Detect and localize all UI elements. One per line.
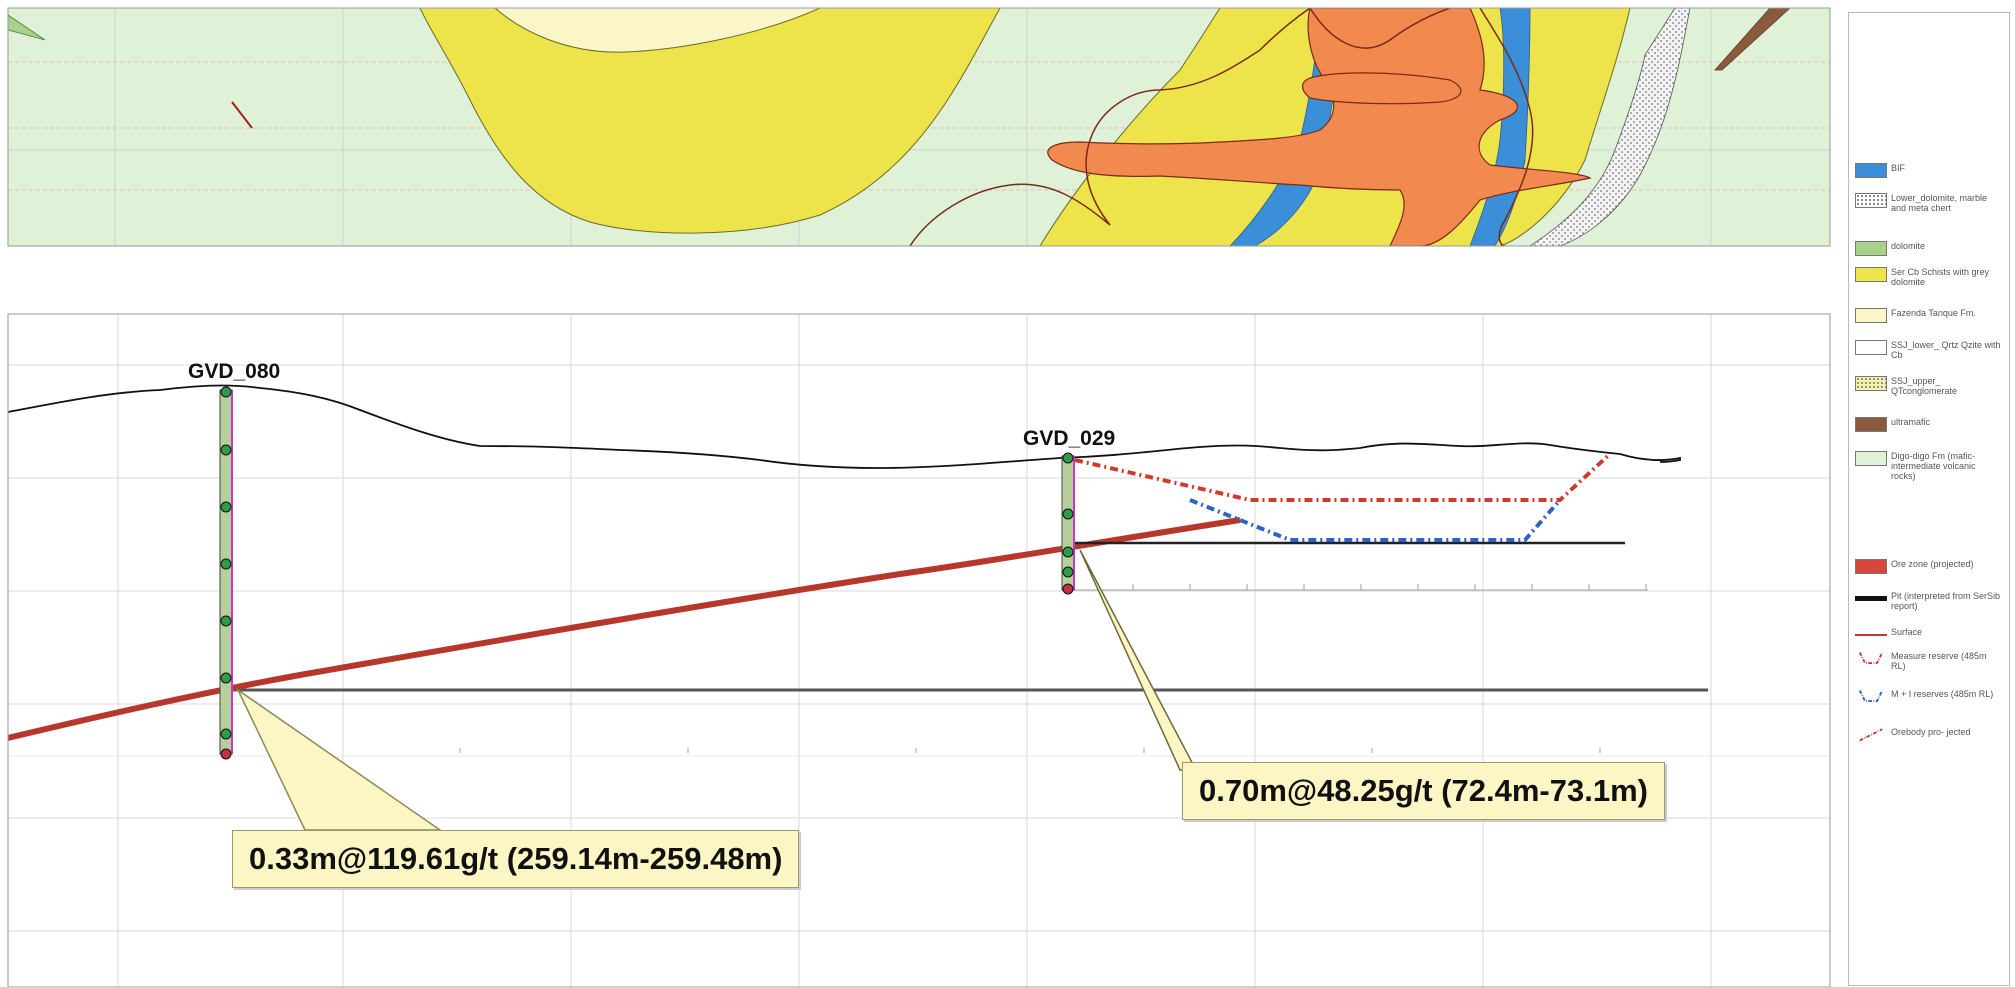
map-legend: BIF Lower_dolomite, marble and meta cher… bbox=[1848, 12, 2010, 986]
legend-label-pit: Pit (interpreted from SerSib report) bbox=[1891, 591, 2001, 611]
legend-label-dolomite: dolomite bbox=[1891, 241, 1926, 251]
contour-line-1 bbox=[909, 8, 1311, 246]
dolomite-wedge bbox=[8, 14, 46, 41]
legend-swatch-ultramafic bbox=[1855, 417, 1887, 432]
legend-swatch-mi-reserves bbox=[1858, 690, 1884, 702]
geology-plan-map bbox=[7, 7, 1831, 247]
intercept-callout-gvd-029: 0.70m@48.25g/t (72.4m-73.1m) bbox=[1182, 762, 1665, 820]
orange-intrusive-lobe bbox=[1301, 72, 1462, 105]
legend-label-lower-dolomite: Lower_dolomite, marble and meta chert bbox=[1891, 193, 1988, 213]
legend-swatch-ssj-upper bbox=[1855, 376, 1887, 391]
orange-intrusive-body bbox=[1047, 8, 1592, 246]
legend-swatch-orebody-projected bbox=[1859, 728, 1883, 742]
legend-label-ultramafic: ultramafic bbox=[1891, 417, 1931, 427]
legend-label-ssj-lower: SSJ_lower_ Qrtz Qzite with Cb bbox=[1891, 340, 2001, 360]
legend-item-mi-reserves: M + I reserves (485m RL) bbox=[1855, 689, 2005, 704]
legend-item-digo-digo: Digo-digo Fm (mafic-intermediate volcani… bbox=[1855, 451, 2005, 481]
legend-swatch-dolomite bbox=[1855, 241, 1887, 256]
legend-item-surface: Surface bbox=[1855, 627, 2005, 642]
legend-label-ore-zone: Ore zone (projected) bbox=[1891, 559, 1974, 569]
legend-item-bif: BIF bbox=[1855, 163, 2005, 178]
legend-swatch-fazenda-tanque bbox=[1855, 308, 1887, 323]
legend-swatch-measure-reserve bbox=[1858, 652, 1884, 664]
lower-dolomite-belt bbox=[1529, 8, 1691, 246]
drillhole-gvd-029-trace bbox=[1061, 452, 1648, 595]
legend-label-bif: BIF bbox=[1891, 163, 1906, 173]
legend-label-digo-digo: Digo-digo Fm (mafic-intermediate volcani… bbox=[1891, 451, 1976, 481]
ultramafic-wedge bbox=[1714, 8, 1791, 71]
legend-item-ser-cb-schists: Ser Cb Schists with grey dolomite bbox=[1855, 267, 2005, 287]
legend-swatch-pit bbox=[1855, 591, 1887, 606]
drillhole-gvd-080-trace bbox=[219, 386, 233, 760]
legend-label-mi-reserves: M + I reserves (485m RL) bbox=[1891, 689, 1994, 699]
legend-item-ssj-upper: SSJ_upper_ QTconglomerate bbox=[1855, 376, 2005, 396]
contour-line-3 bbox=[1479, 8, 1534, 246]
legend-label-measure-reserve: Measure reserve (485m RL) bbox=[1891, 651, 1987, 671]
legend-swatch-ore-zone bbox=[1855, 559, 1887, 574]
legend-header bbox=[1849, 35, 2009, 44]
legend-item-orebody-projected: Orebody pro- jected bbox=[1855, 727, 2005, 742]
legend-item-measure-reserve: Measure reserve (485m RL) bbox=[1855, 651, 2005, 671]
topographic-surface bbox=[8, 384, 1681, 469]
legend-swatch-ssj-lower bbox=[1855, 340, 1887, 355]
legend-label-ssj-upper: SSJ_upper_ QTconglomerate bbox=[1891, 376, 1958, 396]
legend-swatch-lower-dolomite bbox=[1855, 193, 1887, 208]
legend-label-fazenda-tanque: Fazenda Tanque Fm. bbox=[1891, 308, 1976, 318]
drillhole-label-gvd-080: GVD_080 bbox=[188, 360, 281, 383]
legend-item-dolomite: dolomite bbox=[1855, 241, 2005, 256]
legend-item-pit: Pit (interpreted from SerSib report) bbox=[1855, 591, 2005, 611]
legend-item-ssj-lower: SSJ_lower_ Qrtz Qzite with Cb bbox=[1855, 340, 2005, 360]
legend-label-surface: Surface bbox=[1891, 627, 1923, 637]
bif-band-west bbox=[1229, 8, 1346, 246]
measure-reserve-outline bbox=[1074, 452, 1612, 502]
intercept-callout-gvd-080: 0.33m@119.61g/t (259.14m-259.48m) bbox=[232, 830, 800, 888]
legend-swatch-bif bbox=[1855, 163, 1887, 178]
legend-swatch-ser-cb-schists bbox=[1855, 267, 1887, 282]
legend-item-ultramafic: ultramafic bbox=[1855, 417, 2005, 432]
ore-zone-projected bbox=[8, 517, 1241, 741]
legend-swatch-digo-digo bbox=[1855, 451, 1887, 466]
contour-line-2 bbox=[1309, 8, 1451, 49]
legend-swatch-surface bbox=[1855, 627, 1887, 642]
legend-item-fazenda-tanque: Fazenda Tanque Fm. bbox=[1855, 308, 2005, 323]
legend-item-lower-dolomite: Lower_dolomite, marble and meta chert bbox=[1855, 193, 2005, 213]
ser-cb-schist-zone-west bbox=[419, 8, 1001, 234]
legend-label-ser-cb-schists: Ser Cb Schists with grey dolomite bbox=[1891, 267, 1990, 287]
legend-item-ore-zone: Ore zone (projected) bbox=[1855, 559, 2005, 574]
fazenda-tanque-zone bbox=[494, 8, 821, 53]
legend-label-orebody-projected: Orebody pro- jected bbox=[1891, 727, 1971, 737]
section-trace-marker bbox=[231, 101, 253, 129]
drillhole-label-gvd-029: GVD_029 bbox=[1023, 427, 1116, 450]
